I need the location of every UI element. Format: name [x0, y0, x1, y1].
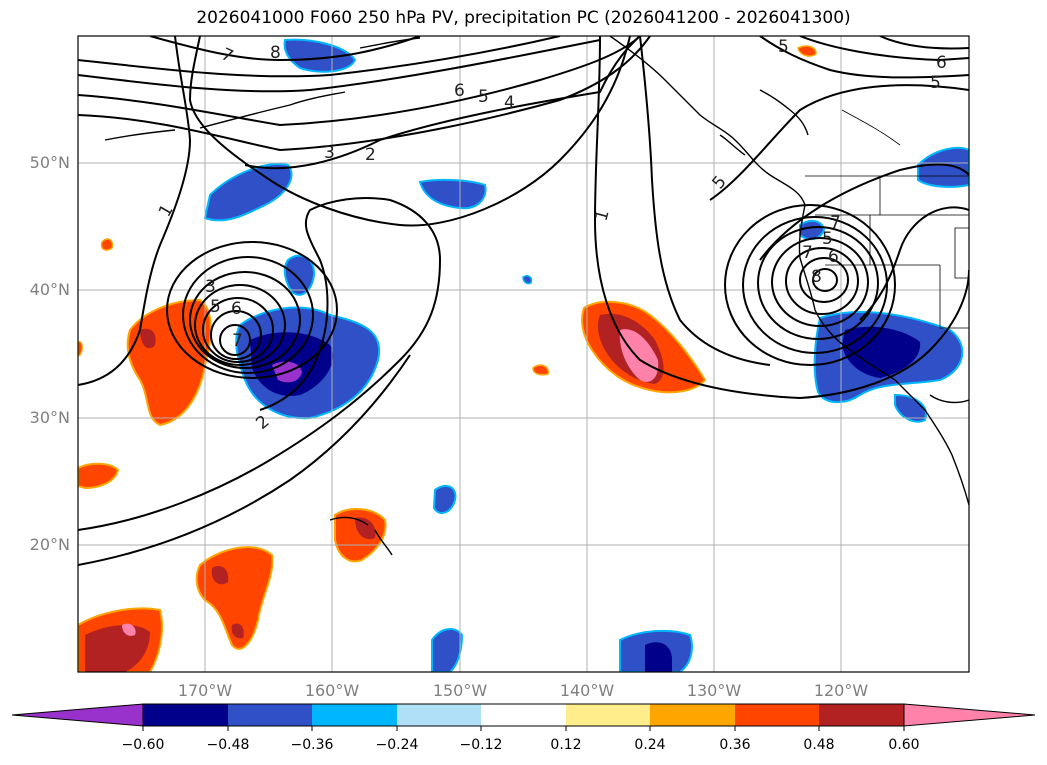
- pv-contours: [78, 36, 969, 566]
- contour-label: 7: [802, 243, 813, 263]
- lat-label: 50°N: [29, 153, 70, 172]
- contour-label: 1: [592, 208, 614, 224]
- lon-label: 160°W: [304, 681, 360, 700]
- colorbar-swatch: [143, 704, 228, 726]
- contour-label: 6: [454, 81, 465, 101]
- colorbar-tick-label: 0.60: [888, 737, 920, 753]
- colorbar-swatch: [735, 704, 819, 726]
- contour-label: 4: [504, 93, 515, 113]
- colorbar-tick-label: −0.48: [206, 737, 250, 753]
- lon-label: 120°W: [813, 681, 869, 700]
- colorbar-swatch: [903, 703, 1036, 727]
- contour-label: 6: [231, 299, 242, 319]
- contour-label: 5: [778, 37, 789, 57]
- colorbar-swatch: [481, 704, 566, 726]
- contour-label: 7: [830, 213, 841, 233]
- colorbar-tick-label: 0.48: [803, 737, 835, 753]
- contour-label: 2: [365, 145, 376, 165]
- colorbar-tick-label: 0.36: [719, 737, 751, 753]
- contour-label: 5: [210, 297, 221, 317]
- colorbar: [11, 703, 1036, 731]
- contour-label: 3: [205, 277, 216, 297]
- colorbar-tick-label: 0.24: [634, 737, 666, 753]
- map-title: 2026041000 F060 250 hPa PV, precipitatio…: [196, 8, 851, 28]
- lat-label: 40°N: [29, 280, 70, 299]
- precip-positive-regions: [78, 45, 817, 672]
- colorbar-swatch: [566, 704, 650, 726]
- map-frame: [77, 35, 970, 673]
- colorbar-tick-label: −0.12: [459, 737, 503, 753]
- lat-label: 30°N: [29, 408, 70, 427]
- colorbar-swatch: [650, 704, 735, 726]
- colorbar-swatch: [819, 704, 904, 726]
- contour-label: 7: [232, 331, 243, 351]
- coastlines: [104, 36, 969, 556]
- lon-label: 140°W: [559, 681, 615, 700]
- colorbar-tick-label: −0.60: [121, 737, 165, 753]
- lon-label: 150°W: [432, 681, 488, 700]
- lon-label: 130°W: [686, 681, 742, 700]
- contour-label: 6: [936, 53, 947, 73]
- colorbar-swatch: [312, 704, 397, 726]
- contour-label: 5: [478, 87, 489, 107]
- contour-label: 8: [811, 267, 822, 287]
- contour-label: 5: [930, 73, 941, 93]
- contour-label: 3: [324, 143, 335, 163]
- colorbar-tick-label: −0.36: [290, 737, 334, 753]
- contour-label: 8: [270, 43, 281, 63]
- colorbar-tick-label: 0.12: [550, 737, 582, 753]
- state-borders: [805, 109, 969, 329]
- colorbar-tick-label: −0.24: [375, 737, 419, 753]
- colorbar-swatch: [11, 703, 144, 727]
- lat-label: 20°N: [29, 535, 70, 554]
- contour-label: 5: [822, 229, 833, 249]
- contour-label: 6: [828, 247, 839, 267]
- lon-label: 170°W: [177, 681, 233, 700]
- colorbar-swatch: [397, 704, 481, 726]
- colorbar-swatch: [228, 704, 312, 726]
